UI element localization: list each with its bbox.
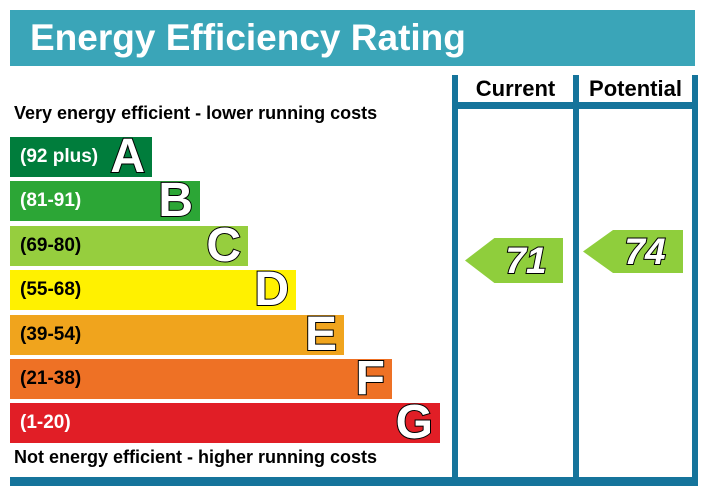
band-letter: D xyxy=(253,263,290,317)
band-range-label: (69-80) xyxy=(20,234,82,256)
band-letter: G xyxy=(395,396,434,450)
band-letter: B xyxy=(157,174,194,228)
caption-not-efficient: Not energy efficient - higher running co… xyxy=(14,447,378,467)
table-header-underline xyxy=(452,102,698,109)
band-row-e: (39-54) E xyxy=(10,307,344,361)
band-range-label: (39-54) xyxy=(20,323,82,345)
rating-band-ladder: (92 plus) A (81-91) B (69-80) C (55-68) … xyxy=(10,130,440,450)
band-letter: A xyxy=(109,130,146,183)
table-border-right xyxy=(692,75,698,486)
title-bar: Energy Efficiency Rating xyxy=(10,10,695,66)
table-border-bottom xyxy=(10,477,698,486)
band-range-label: (81-91) xyxy=(20,190,82,212)
band-row-c: (69-80) C xyxy=(10,218,248,272)
column-header-potential: Potential xyxy=(589,76,682,101)
table-border-middle xyxy=(573,75,579,486)
column-header-current: Current xyxy=(475,76,556,101)
page-title: Energy Efficiency Rating xyxy=(30,17,466,58)
band-row-f: (21-38) F xyxy=(10,351,392,405)
current-rating-arrow: 71 xyxy=(465,238,563,283)
band-letter: C xyxy=(205,218,242,272)
band-range-label: (1-20) xyxy=(20,412,71,434)
band-range-label: (21-38) xyxy=(20,367,82,389)
band-range-label: (55-68) xyxy=(20,279,82,301)
band-row-g: (1-20) G xyxy=(10,396,440,450)
table-border-left xyxy=(452,75,458,486)
band-row-b: (81-91) B xyxy=(10,174,200,228)
band-letter: F xyxy=(355,351,386,405)
caption-very-efficient: Very energy efficient - lower running co… xyxy=(14,103,378,123)
potential-rating-value: 74 xyxy=(623,231,666,272)
band-row-d: (55-68) D xyxy=(10,263,296,317)
band-letter: E xyxy=(304,307,338,361)
potential-rating-arrow: 74 xyxy=(583,230,683,273)
current-rating-value: 71 xyxy=(504,240,547,281)
band-row-a: (92 plus) A xyxy=(10,130,152,183)
band-range-label: (92 plus) xyxy=(20,146,99,167)
